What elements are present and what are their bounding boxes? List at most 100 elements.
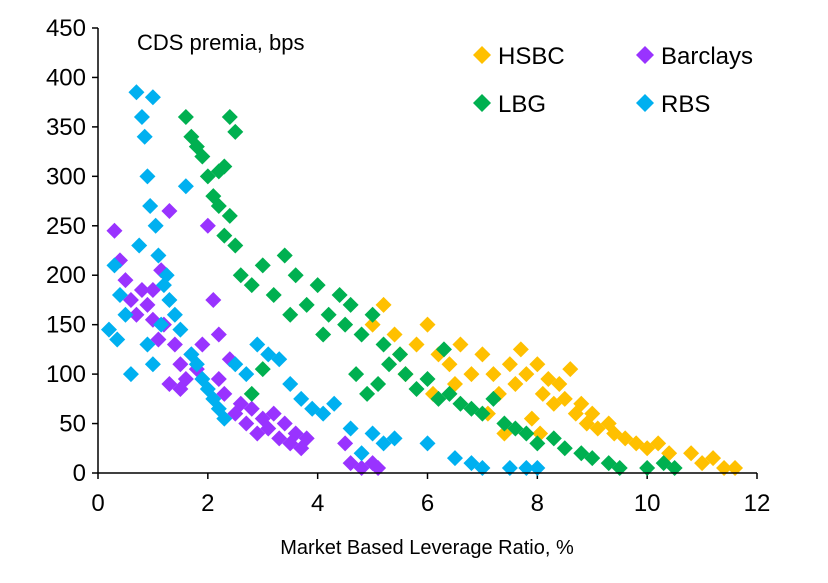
data-point-lbg	[320, 306, 337, 323]
y-tick-label: 250	[46, 213, 86, 240]
data-point-barclays	[139, 296, 156, 313]
data-point-barclays	[260, 420, 277, 437]
data-point-lbg	[381, 356, 398, 373]
data-point-lbg	[353, 326, 370, 343]
data-point-lbg	[584, 450, 601, 467]
data-point-hsbc	[496, 425, 513, 442]
data-point-lbg	[556, 440, 573, 457]
data-point-hsbc	[534, 385, 551, 402]
data-point-lbg	[315, 326, 332, 343]
data-point-barclays	[205, 291, 222, 308]
data-point-lbg	[397, 366, 414, 383]
y-tick-label: 50	[59, 411, 86, 438]
data-point-lbg	[529, 435, 546, 452]
data-point-lbg	[337, 316, 354, 333]
data-point-hsbc	[551, 376, 568, 392]
data-point-barclays	[106, 222, 123, 239]
chart-annotation: CDS premia, bps	[137, 30, 305, 55]
data-point-hsbc	[463, 366, 480, 383]
data-point-rbs	[117, 306, 134, 323]
data-point-lbg	[221, 109, 238, 125]
data-point-lbg	[221, 207, 238, 224]
data-point-lbg	[216, 158, 233, 175]
x-axis-title: Market Based Leverage Ratio, %	[280, 537, 574, 559]
data-point-lbg	[485, 390, 502, 407]
data-point-barclays	[238, 415, 255, 432]
data-point-barclays	[210, 371, 227, 388]
data-point-hsbc	[419, 316, 436, 333]
data-point-lbg	[216, 227, 233, 244]
data-point-lbg	[227, 123, 244, 140]
data-point-lbg	[419, 371, 436, 388]
data-point-hsbc	[375, 296, 392, 313]
x-axis-ticks: 0 2 4 6 8 10 12	[91, 473, 770, 517]
data-point-rbs	[386, 430, 403, 447]
legend-label-rbs: RBS	[661, 91, 710, 118]
data-point-rbs	[172, 321, 189, 338]
x-tick-label: 4	[311, 490, 324, 517]
data-point-hsbc	[523, 410, 540, 427]
data-point-rbs	[139, 336, 156, 353]
y-tick-label: 150	[46, 312, 86, 339]
data-point-rbs	[315, 405, 332, 422]
data-point-lbg	[375, 336, 392, 353]
legend-label-hsbc: HSBC	[498, 43, 565, 70]
data-point-rbs	[109, 331, 126, 348]
x-tick-label: 6	[421, 490, 434, 517]
data-point-rbs	[166, 306, 183, 323]
data-point-hsbc	[364, 316, 381, 333]
data-point-barclays	[117, 272, 134, 289]
data-point-lbg	[254, 257, 271, 274]
x-tick-label: 10	[634, 490, 661, 517]
y-tick-label: 450	[46, 15, 86, 42]
data-point-lbg	[331, 287, 348, 303]
x-tick-label: 12	[744, 490, 771, 517]
data-point-rbs	[238, 366, 255, 383]
data-point-lbg	[210, 198, 227, 214]
data-point-rbs	[271, 351, 288, 368]
data-point-rbs	[111, 287, 128, 303]
data-point-lbg	[496, 415, 513, 432]
data-point-rbs	[474, 460, 491, 477]
data-point-lbg	[342, 296, 359, 313]
y-tick-label: 300	[46, 163, 86, 190]
data-point-rbs	[128, 84, 145, 101]
data-point-rbs	[249, 336, 266, 353]
data-point-barclays	[133, 282, 150, 299]
data-point-barclays	[172, 380, 189, 397]
data-point-hsbc	[562, 361, 579, 378]
y-tick-label: 100	[46, 361, 86, 388]
data-point-rbs	[139, 168, 156, 185]
legend-label-lbg: LBG	[498, 91, 546, 118]
data-point-rbs	[142, 198, 159, 214]
data-point-lbg	[298, 296, 315, 313]
data-point-lbg	[364, 306, 381, 323]
data-point-barclays	[370, 460, 387, 477]
data-point-hsbc	[716, 460, 733, 477]
series-rbs	[100, 84, 546, 477]
data-point-rbs	[353, 445, 370, 462]
data-point-rbs	[293, 390, 310, 407]
data-point-rbs	[188, 356, 205, 373]
legend-marker-rbs	[636, 94, 654, 112]
data-point-hsbc	[452, 336, 469, 353]
y-tick-label: 400	[46, 64, 86, 91]
y-tick-label: 200	[46, 262, 86, 289]
data-point-lbg	[243, 277, 260, 294]
data-point-rbs	[133, 109, 150, 125]
legend-marker-lbg	[473, 94, 491, 112]
data-point-lbg	[177, 109, 194, 125]
data-point-hsbc	[474, 346, 491, 363]
series-lbg	[177, 109, 683, 477]
data-point-lbg	[282, 306, 299, 323]
data-point-lbg	[474, 405, 491, 422]
data-point-barclays	[172, 356, 189, 373]
data-point-lbg	[309, 277, 326, 294]
data-point-barclays	[337, 435, 354, 452]
data-point-rbs	[144, 89, 161, 106]
data-point-rbs	[216, 410, 233, 427]
data-point-lbg	[287, 267, 304, 284]
data-point-barclays	[194, 336, 211, 353]
data-point-lbg	[232, 267, 249, 284]
